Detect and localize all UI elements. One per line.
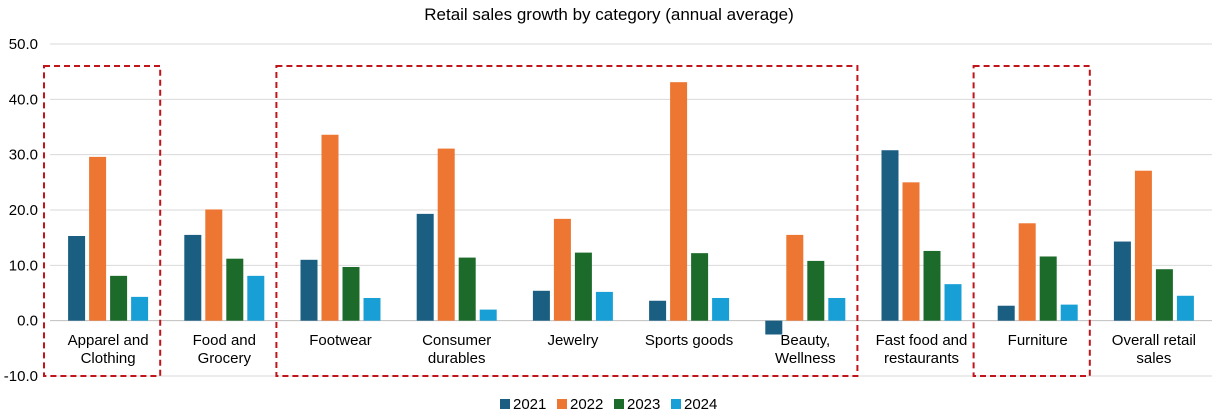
bar-2023-0 xyxy=(110,275,128,321)
y-tick-label: 50.0 xyxy=(9,36,38,53)
y-tick-label: 20.0 xyxy=(9,202,38,219)
bar-2023-4 xyxy=(574,252,592,321)
bar-2022-0 xyxy=(89,156,107,321)
legend-swatch-2023 xyxy=(614,399,624,409)
bar-2021-4 xyxy=(532,290,550,321)
y-tick-label: 0.0 xyxy=(17,313,38,330)
legend-label-2022: 2022 xyxy=(570,396,603,413)
bar-2021-8 xyxy=(997,305,1015,321)
y-tick-label: -10.0 xyxy=(4,368,38,385)
category-labels: Apparel and Clothing Food and Grocery Footwe… xyxy=(68,332,1196,367)
bar-2022-3 xyxy=(437,148,455,321)
category-label: Apparel and Clothing xyxy=(68,332,149,367)
chart-title: Retail sales growth by category (annual … xyxy=(424,5,793,24)
bar-2022-7 xyxy=(902,182,920,321)
category-label: Beauty, Wellness xyxy=(775,332,836,367)
y-tick-label: 30.0 xyxy=(9,147,38,164)
category-label: Food and Grocery xyxy=(193,332,256,367)
bar-2024-3 xyxy=(479,309,497,321)
bar-2024-4 xyxy=(595,291,613,321)
y-axis: -10.0 0.0 10.0 20.0 30.0 40.0 50.0 xyxy=(4,36,38,385)
category-label: Sports goods xyxy=(645,332,733,349)
bar-2024-0 xyxy=(131,296,149,321)
bars xyxy=(68,82,1194,335)
bar-2022-1 xyxy=(205,209,223,321)
bar-2021-0 xyxy=(68,236,86,321)
bar-2024-6 xyxy=(828,297,846,321)
bar-2023-3 xyxy=(458,257,476,321)
category-label: Consumer durables xyxy=(422,332,491,367)
category-label: Overall retail sales xyxy=(1112,332,1196,367)
bar-2023-8 xyxy=(1039,256,1057,321)
bar-2021-9 xyxy=(1113,241,1131,321)
bar-2023-9 xyxy=(1155,269,1173,321)
category-label: Jewelry xyxy=(547,332,598,349)
gridlines xyxy=(50,43,1212,377)
legend-swatch-2021 xyxy=(500,399,510,409)
legend-label-2023: 2023 xyxy=(627,396,660,413)
bar-2022-4 xyxy=(553,218,571,321)
highlight-boxes xyxy=(43,65,1091,377)
legend-swatch-2022 xyxy=(557,399,567,409)
bar-2022-2 xyxy=(321,134,339,321)
highlight-box-3 xyxy=(972,65,1091,377)
bar-2022-5 xyxy=(670,82,688,321)
bar-2021-5 xyxy=(649,300,667,321)
bar-2022-9 xyxy=(1134,170,1152,321)
bar-2024-1 xyxy=(247,275,265,321)
legend: 2021 2022 2023 2024 xyxy=(500,396,717,413)
category-label: Furniture xyxy=(1008,332,1068,349)
bar-2021-1 xyxy=(184,234,202,321)
bar-2024-5 xyxy=(712,297,730,321)
category-label: Footwear xyxy=(309,332,372,349)
bar-2023-5 xyxy=(691,253,709,321)
bar-2023-2 xyxy=(342,266,360,321)
legend-swatch-2024 xyxy=(671,399,681,409)
legend-label-2024: 2024 xyxy=(684,396,717,413)
bar-2022-8 xyxy=(1018,223,1036,321)
bar-2024-9 xyxy=(1176,295,1194,321)
highlight-box-2 xyxy=(275,65,859,377)
y-tick-label: 40.0 xyxy=(9,91,38,108)
bar-2021-2 xyxy=(300,259,318,321)
legend-label-2021: 2021 xyxy=(513,396,546,413)
bar-2021-6 xyxy=(765,320,783,335)
bar-2024-2 xyxy=(363,297,381,321)
bar-2023-1 xyxy=(226,258,244,321)
bar-2022-6 xyxy=(786,234,804,321)
highlight-box-1 xyxy=(43,65,162,377)
bar-2021-7 xyxy=(881,150,899,321)
bar-2021-3 xyxy=(416,213,434,321)
y-tick-label: 10.0 xyxy=(9,257,38,274)
bar-2023-7 xyxy=(923,250,941,321)
category-label: Fast food and restaurants xyxy=(876,332,968,367)
bar-2024-7 xyxy=(944,284,962,321)
bar-2024-8 xyxy=(1060,304,1078,321)
bar-2023-6 xyxy=(807,260,825,321)
